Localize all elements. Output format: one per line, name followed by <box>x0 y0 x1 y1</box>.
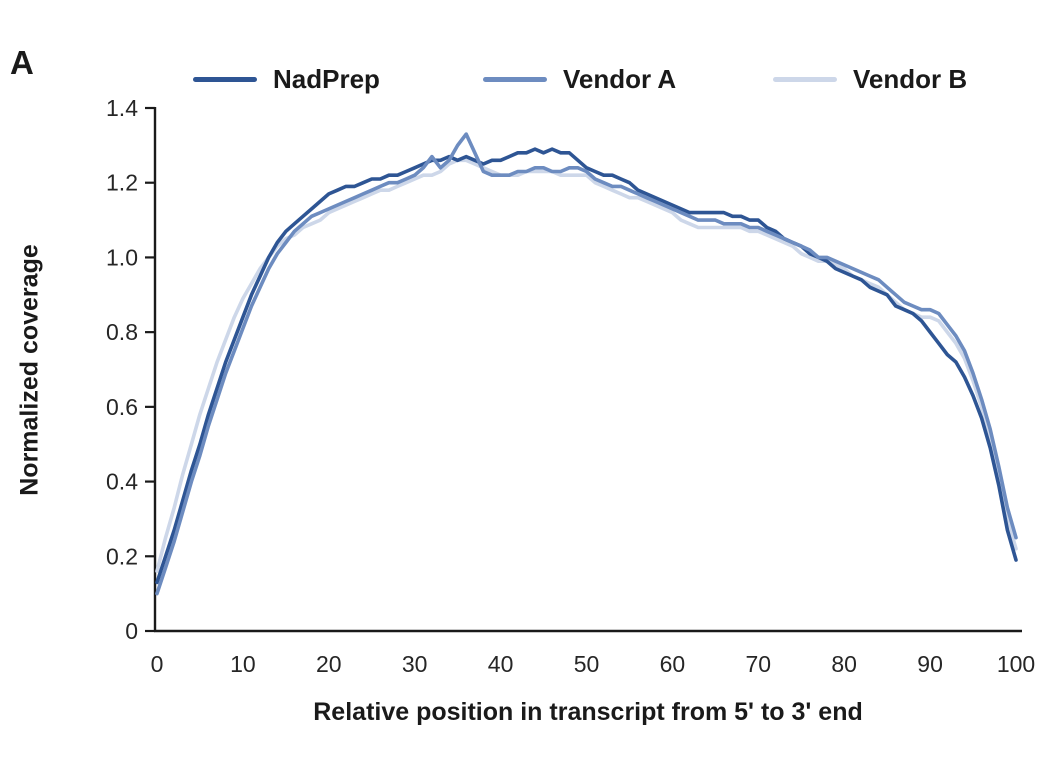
panel-label: A <box>10 44 34 81</box>
y-tick-label: 0.2 <box>106 543 138 569</box>
x-tick-label: 80 <box>831 651 857 677</box>
legend-item-vendor-a: Vendor A <box>483 64 676 94</box>
vendor-a-line-swatch-icon <box>483 76 547 82</box>
y-tick-label: 1.2 <box>106 170 138 196</box>
legend-label-vendor-b: Vendor B <box>853 63 968 94</box>
y-tick-label: 0.4 <box>106 469 138 495</box>
x-tick-label: 10 <box>230 651 256 677</box>
y-tick-label: 0.6 <box>106 394 138 420</box>
y-tick-label: 1.4 <box>106 95 138 121</box>
x-tick-label: 40 <box>488 651 514 677</box>
x-tick-label: 20 <box>316 651 342 677</box>
x-tick-label: 70 <box>746 651 772 677</box>
x-tick-label: 100 <box>997 651 1035 677</box>
legend-label-vendor-a: Vendor A <box>563 63 677 94</box>
y-tick-label: 0.8 <box>106 319 138 345</box>
x-tick-label: 50 <box>574 651 600 677</box>
legend-item-nadprep: NadPrep <box>193 64 380 94</box>
x-tick-label: 60 <box>660 651 686 677</box>
x-axis-title: Relative position in transcript from 5' … <box>313 698 863 726</box>
y-tick-label: 1.0 <box>106 244 138 270</box>
series-line-vendor-b <box>155 158 1018 574</box>
legend-item-vendor-b: Vendor B <box>773 64 967 94</box>
legend-label-nadprep: NadPrep <box>273 63 380 94</box>
x-tick-label: 30 <box>402 651 428 677</box>
series-line-vendor-a <box>155 132 1018 596</box>
series-line-nadprep <box>155 147 1018 585</box>
x-tick-label: 0 <box>151 651 164 677</box>
y-tick-label: 0 <box>125 618 138 644</box>
vendor-b-line-swatch-icon <box>773 76 837 82</box>
x-tick-label: 90 <box>917 651 943 677</box>
nadprep-line-swatch-icon <box>193 76 257 82</box>
